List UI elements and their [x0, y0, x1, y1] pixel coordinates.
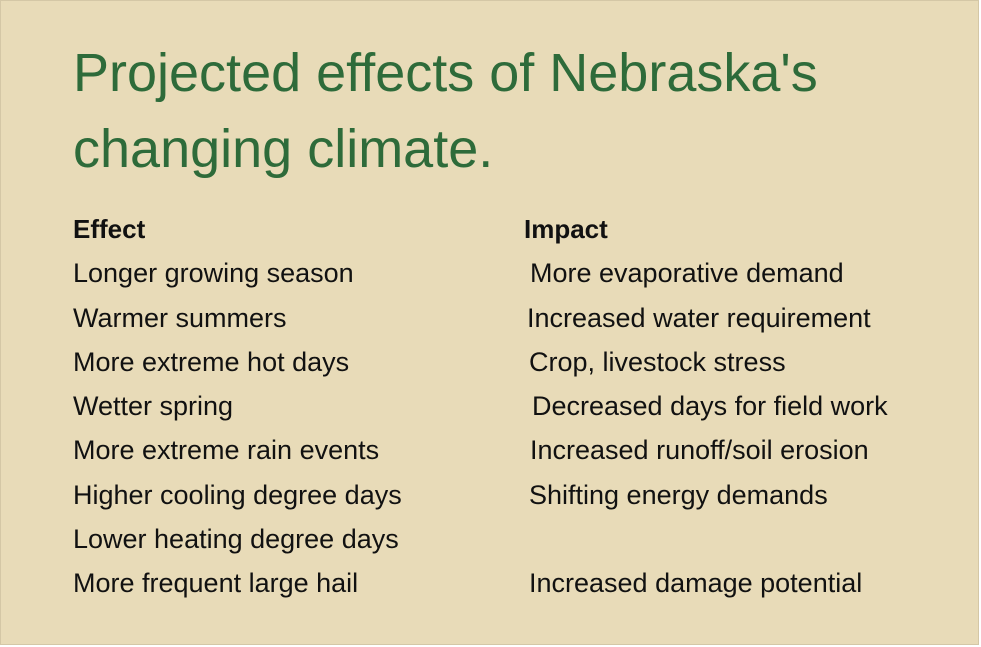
- table-row: More extreme hot days Crop, livestock st…: [73, 340, 933, 384]
- impact-cell: Shifting energy demands: [529, 479, 828, 510]
- impact-cell: Increased water requirement: [527, 302, 871, 333]
- effect-cell: More frequent large hail: [73, 568, 359, 599]
- table-header-row: Effect Impact: [73, 207, 933, 251]
- effect-cell: Higher cooling degree days: [73, 479, 402, 510]
- effects-table: Effect Impact Longer growing season More…: [73, 207, 933, 606]
- effect-cell: More extreme hot days: [73, 346, 350, 377]
- effect-cell: More extreme rain events: [73, 435, 380, 466]
- effect-cell: Warmer summers: [73, 302, 287, 333]
- table-row: Higher cooling degree days Shifting ener…: [73, 473, 933, 517]
- effect-cell: Longer growing season: [73, 258, 354, 289]
- impact-column-header: Impact: [524, 214, 608, 244]
- table-row: More frequent large hail Increased damag…: [73, 561, 933, 605]
- effect-cell: Wetter spring: [73, 391, 234, 422]
- table-row: Lower heating degree days: [73, 517, 933, 561]
- effect-cell: Lower heating degree days: [73, 524, 399, 555]
- impact-cell: Crop, livestock stress: [529, 346, 786, 377]
- table-row: Warmer summers Increased water requireme…: [73, 296, 933, 340]
- table-row: Wetter spring Decreased days for field w…: [73, 384, 933, 428]
- effect-column-header: Effect: [73, 214, 146, 244]
- impact-cell: More evaporative demand: [530, 258, 844, 289]
- impact-cell: Increased runoff/soil erosion: [530, 435, 869, 466]
- table-row: Longer growing season More evaporative d…: [73, 251, 933, 295]
- impact-cell: Increased damage potential: [529, 568, 863, 599]
- page-title: Projected effects of Nebraska's changing…: [73, 43, 818, 179]
- impact-cell: Decreased days for field work: [532, 391, 888, 422]
- table-row: More extreme rain events Increased runof…: [73, 428, 933, 472]
